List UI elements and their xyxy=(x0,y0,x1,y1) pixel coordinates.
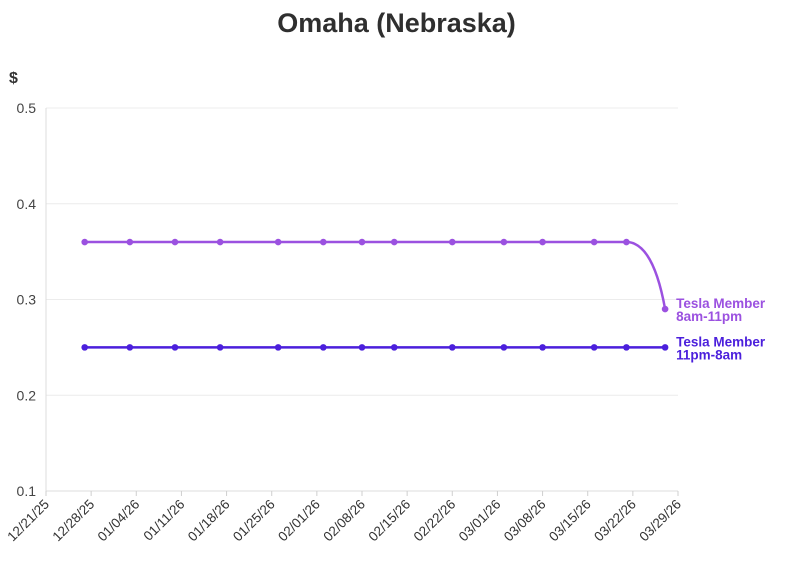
data-point xyxy=(274,238,282,246)
x-tick-label: 03/01/26 xyxy=(456,497,504,545)
data-point xyxy=(358,344,366,351)
data-point xyxy=(320,344,327,351)
data-point xyxy=(390,238,398,246)
series-label-line2: 11pm-8am xyxy=(676,347,742,362)
data-point xyxy=(539,344,546,351)
data-point xyxy=(539,238,546,246)
series-label-line1: Tesla Member xyxy=(676,296,766,311)
x-tick-label: 03/29/26 xyxy=(636,497,684,545)
data-point xyxy=(448,238,456,246)
y-axis-unit-label: $ xyxy=(9,70,18,87)
data-point xyxy=(500,344,508,351)
x-tick-label: 01/11/26 xyxy=(140,497,187,544)
data-point xyxy=(358,238,366,246)
data-point xyxy=(661,305,669,313)
data-point xyxy=(500,238,508,246)
chart-title: Omaha (Nebraska) xyxy=(277,8,516,38)
data-point xyxy=(623,238,630,246)
x-tick-label: 03/08/26 xyxy=(501,497,549,545)
x-tick-label: 12/21/25 xyxy=(4,497,52,545)
y-tick-label: 0.5 xyxy=(17,100,37,116)
x-tick-label: 02/01/26 xyxy=(275,497,323,545)
data-point xyxy=(126,238,134,246)
data-point xyxy=(448,344,456,351)
data-point xyxy=(320,238,327,246)
data-point xyxy=(623,344,630,351)
data-point xyxy=(390,344,398,351)
x-tick-label: 01/04/26 xyxy=(95,497,143,545)
data-point xyxy=(216,344,224,351)
data-point xyxy=(661,344,669,351)
data-point xyxy=(171,238,179,246)
data-point xyxy=(216,238,224,246)
y-tick-label: 0.2 xyxy=(17,387,37,403)
series-label-line1: Tesla Member xyxy=(676,334,766,349)
data-point xyxy=(274,344,282,351)
series-label-line2: 8am-11pm xyxy=(676,309,742,324)
x-tick-label: 03/22/26 xyxy=(591,497,639,545)
data-point xyxy=(81,238,88,246)
data-point xyxy=(126,344,134,351)
x-tick-label: 01/18/26 xyxy=(185,497,233,545)
x-tick-label: 01/25/26 xyxy=(230,497,278,545)
data-point xyxy=(590,238,598,246)
x-tick-label: 02/22/26 xyxy=(411,497,459,545)
y-tick-label: 0.4 xyxy=(17,196,37,212)
data-point xyxy=(171,344,179,351)
data-point xyxy=(81,344,88,351)
grid-layer xyxy=(46,107,678,492)
axis-layer: 0.10.20.30.40.512/21/2512/28/2501/04/260… xyxy=(4,100,684,544)
series-layer xyxy=(81,238,669,351)
x-tick-label: 02/15/26 xyxy=(365,497,413,545)
x-tick-label: 02/08/26 xyxy=(320,497,368,545)
x-tick-label: 03/15/26 xyxy=(546,497,594,545)
y-tick-label: 0.1 xyxy=(17,483,37,499)
data-point xyxy=(590,344,598,351)
x-tick-label: 12/28/25 xyxy=(49,497,97,545)
y-tick-label: 0.3 xyxy=(17,292,37,308)
